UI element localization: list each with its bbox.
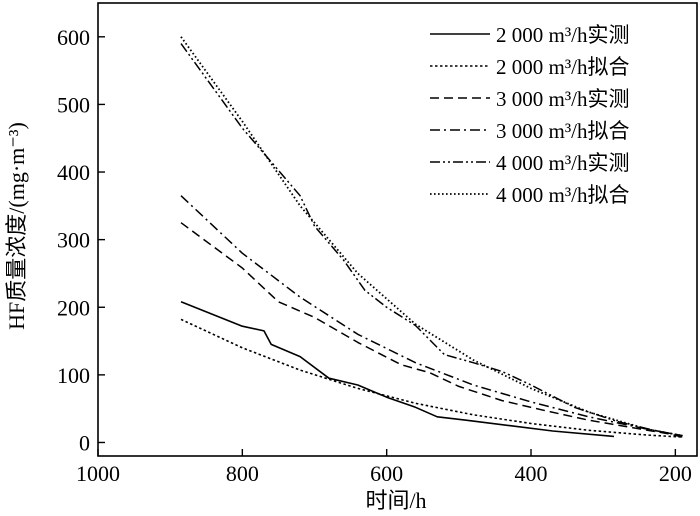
y-tick-label: 400 <box>57 160 90 185</box>
y-tick-label: 0 <box>79 430 90 455</box>
series-line-2 <box>180 318 683 438</box>
x-tick-label: 1000 <box>76 461 120 486</box>
y-axis-title: HF质量浓度/(mg·m⁻³) <box>4 122 29 330</box>
legend-label-2: 2 000 m³/h拟合 <box>496 55 629 79</box>
series-line-5 <box>180 43 683 437</box>
x-axis-title: 时间/h <box>365 488 426 513</box>
legend-label-4: 3 000 m³/h拟合 <box>496 119 629 143</box>
series-line-6 <box>180 36 683 437</box>
x-tick-label: 600 <box>370 461 403 486</box>
series-line-3 <box>180 222 683 438</box>
plot-frame <box>97 2 698 457</box>
y-tick-label: 100 <box>57 363 90 388</box>
y-tick-label: 300 <box>57 228 90 253</box>
legend-label-6: 4 000 m³/h拟合 <box>496 183 629 207</box>
legend-label-1: 2 000 m³/h实测 <box>496 23 629 47</box>
legend-label-5: 4 000 m³/h实测 <box>496 151 629 175</box>
series-line-1 <box>180 301 615 438</box>
y-tick-label: 500 <box>57 92 90 117</box>
y-tick-label: 200 <box>57 295 90 320</box>
y-tick-label: 600 <box>57 25 90 50</box>
legend-label-3: 3 000 m³/h实测 <box>496 87 629 111</box>
series-lines <box>180 36 683 438</box>
x-tick-label: 200 <box>659 461 692 486</box>
axes: 1000 800 600 400 200 0 100 200 300 400 500 600 <box>57 2 698 486</box>
series-line-4 <box>180 195 683 437</box>
x-tick-label: 400 <box>515 461 548 486</box>
legend: 2 000 m³/h实测 2 000 m³/h拟合 3 000 m³/h实测 3 00… <box>430 23 629 207</box>
x-tick-label: 800 <box>226 461 259 486</box>
